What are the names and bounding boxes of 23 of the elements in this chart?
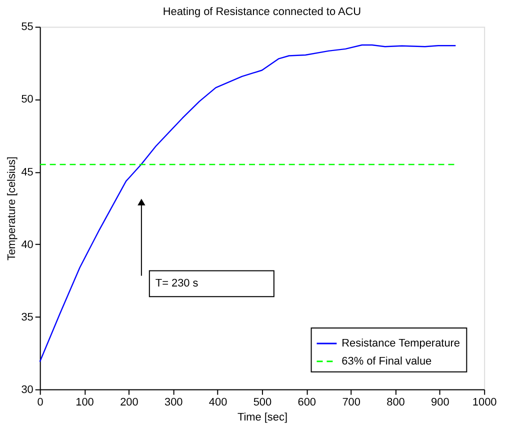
chart-title: Heating of Resistance connected to ACU (162, 6, 362, 18)
x-tick-label: 900 (431, 396, 450, 409)
y-tick-label: 50 (21, 94, 34, 106)
x-tick-label: 700 (342, 396, 360, 409)
y-axis-title: Temperature [celsius] (6, 156, 18, 260)
x-tick-label: 100 (76, 396, 94, 409)
x-tick-label: 400 (208, 396, 228, 409)
x-tick-label: 800 (386, 396, 405, 409)
annotation: T= 230 s (155, 278, 199, 290)
x-tick-label: 200 (120, 396, 138, 409)
y-tick-label: 30 (21, 384, 34, 396)
x-tick-label: 300 (164, 396, 183, 409)
y-tick-label: 55 (21, 21, 34, 34)
x-tick-label: 1000 (472, 396, 497, 409)
legend-label: 63% of Final value (342, 355, 432, 368)
x-tick-label: 600 (298, 396, 316, 409)
x-tick-label: 0 (37, 396, 44, 409)
y-tick-label: 45 (21, 166, 34, 178)
x-tick-label: 500 (253, 396, 272, 409)
x-axis-title: Time [sec] (237, 412, 288, 424)
y-tick-label: 35 (21, 311, 34, 324)
legend-label: Resistance Temperature (342, 337, 460, 350)
y-tick-label: 40 (21, 238, 34, 251)
